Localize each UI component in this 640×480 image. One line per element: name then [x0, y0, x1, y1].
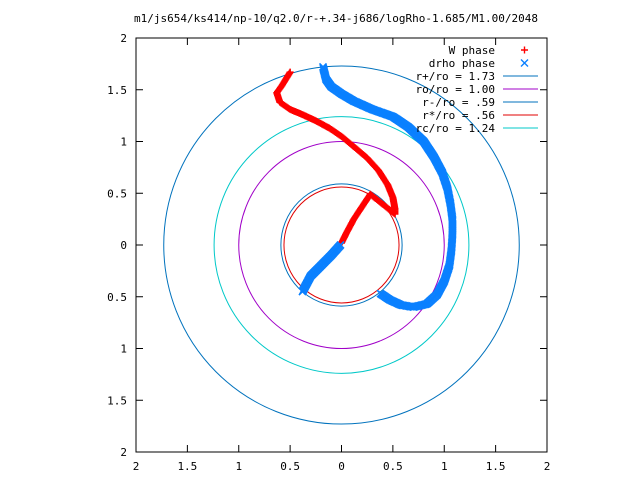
- legend-entry-label: r-/ro = .59: [422, 96, 495, 109]
- data-point: [298, 287, 307, 296]
- y-tick-label: 1: [120, 343, 127, 356]
- y-tick-label: 1.5: [107, 84, 127, 97]
- legend-entry-label: W phase: [449, 44, 495, 57]
- y-tick-label: 0.5: [107, 187, 127, 200]
- axis-ticks: [135, 37, 548, 453]
- y-tick-label: 2: [120, 32, 127, 45]
- x-tick-label: 1: [441, 460, 448, 473]
- reference-circle-4: [283, 186, 400, 304]
- y-tick-label: 0: [120, 239, 127, 252]
- legend-marker-sample: [521, 46, 528, 54]
- legend-entry-label: drho phase: [429, 57, 495, 70]
- legend-entry-label: r+/ro = 1.73: [416, 70, 495, 83]
- legend-marker-sample: [520, 59, 529, 67]
- x-tick-label: 1: [235, 460, 242, 473]
- y-tick-label: 2: [120, 446, 127, 459]
- data-point: [376, 289, 385, 298]
- x-tick-label: 0: [338, 460, 345, 473]
- y-tick-label: 1.5: [107, 394, 127, 407]
- y-tick-label: 0.5: [107, 291, 127, 304]
- y-tick-labels: 2 1.5 1 0.5 0 0.5 1 1.5 2: [107, 32, 127, 459]
- series-2: [298, 62, 457, 312]
- reference-circle-1: [163, 65, 520, 425]
- x-tick-label: 2: [544, 460, 551, 473]
- reference-circle-3: [280, 183, 403, 307]
- reference-circle-5: [213, 116, 470, 374]
- x-tick-labels: 2 1.5 1 0.5 0 0.5 1 1.5 2: [133, 460, 551, 473]
- data-series: [273, 62, 457, 312]
- legend-entry-label: ro/ro = 1.00: [416, 83, 495, 96]
- reference-circle-2: [238, 141, 445, 349]
- x-tick-label: 2: [133, 460, 140, 473]
- legend-entry-label: rc/ro = 1.24: [416, 122, 496, 135]
- x-tick-label: 0.5: [280, 460, 300, 473]
- x-tick-label: 0.5: [383, 460, 403, 473]
- series-1: [273, 68, 399, 247]
- y-tick-label: 1: [120, 136, 127, 149]
- reference-circles: [163, 65, 520, 425]
- x-tick-label: 1.5: [177, 460, 197, 473]
- legend-entry-label: r*/ro = .56: [422, 109, 495, 122]
- chart-title: m1/js654/ks414/np-10/q2.0/r-+.34-j686/lo…: [134, 12, 538, 25]
- x-tick-label: 1.5: [486, 460, 506, 473]
